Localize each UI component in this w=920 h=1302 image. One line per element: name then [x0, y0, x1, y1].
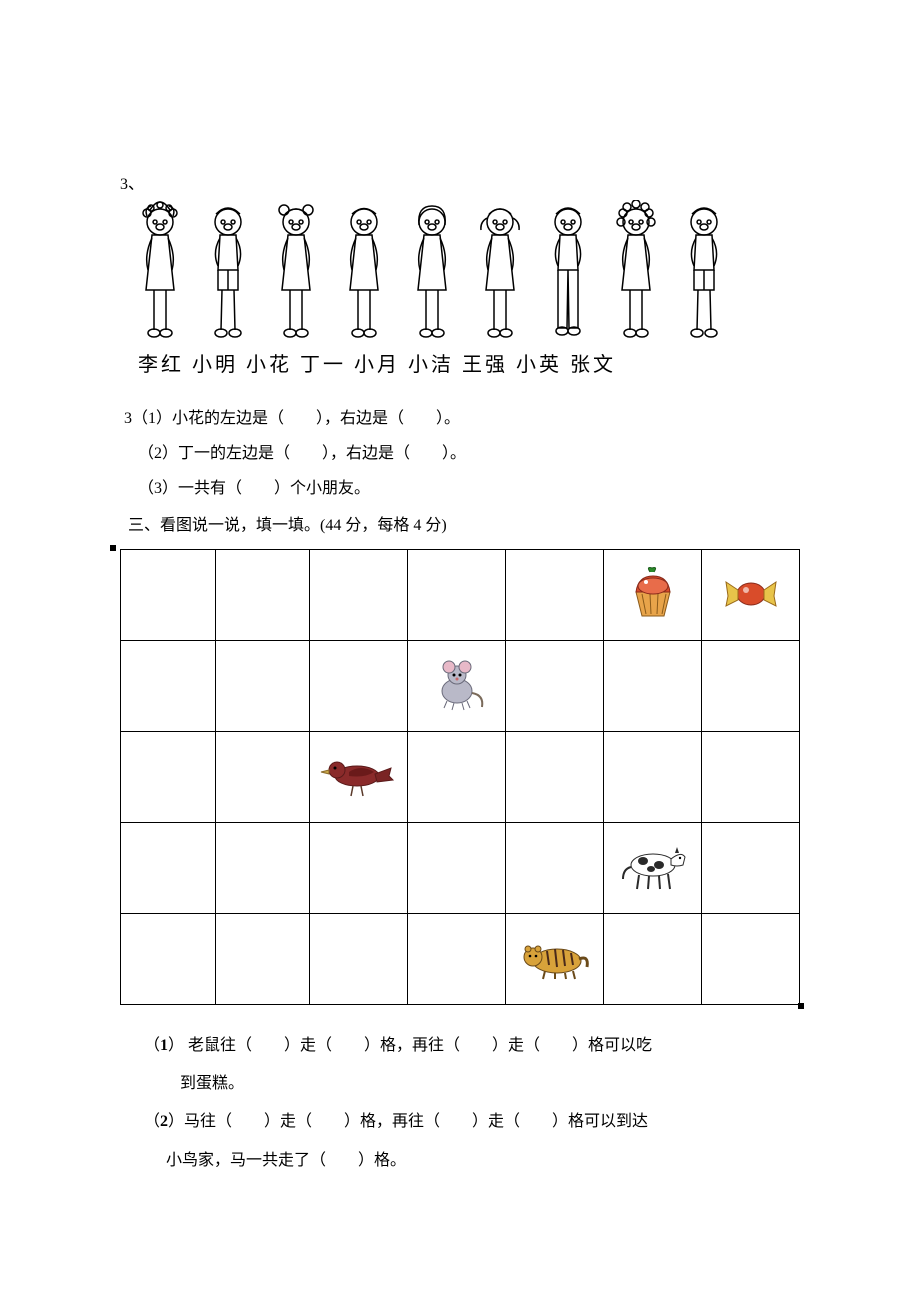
grid-cell [310, 549, 408, 640]
sq1-text: 老鼠往（ ）走（ ）格，再往（ ）走（ ）格可以吃 [184, 1037, 652, 1054]
sub-question-1-line-b: 到蛋糕。 [180, 1065, 800, 1103]
grid-cell [215, 913, 310, 1004]
tiger-icon [515, 931, 595, 981]
grid-cell [408, 822, 506, 913]
q3-sub1: （1）小花的左边是（ ），右边是（ ）。 [132, 410, 460, 427]
mouse-icon [422, 653, 492, 713]
section-3-title: 三、看图说一说，填一填。(44 分，每格 4 分) [128, 511, 800, 535]
candy-icon [716, 562, 786, 622]
child-figure [674, 200, 734, 340]
grid-cell [215, 731, 310, 822]
worksheet-page: 3、 [0, 0, 920, 1302]
grid-cell [121, 640, 216, 731]
position-grid [120, 549, 800, 1005]
sq-num: 2 [160, 1113, 168, 1130]
grid-cell [604, 640, 702, 731]
child-figure [130, 200, 190, 340]
grid-cell [215, 822, 310, 913]
child-figure [334, 200, 394, 340]
child-figure [606, 200, 666, 340]
grid-cell [505, 731, 603, 822]
grid-cell [310, 913, 408, 1004]
grid-cell [702, 822, 800, 913]
grid-cell [702, 640, 800, 731]
grid-cell [505, 549, 603, 640]
grid-cell [310, 640, 408, 731]
grid-cell [505, 913, 603, 1004]
grid-cell [604, 731, 702, 822]
grid-cell [505, 640, 603, 731]
grid-cell [604, 822, 702, 913]
grid-cell [121, 549, 216, 640]
grid-cell [408, 640, 506, 731]
child-figure [538, 200, 598, 340]
q3-line-1: 3（1）小花的左边是（ ），右边是（ ）。 [124, 401, 800, 436]
grid-cell [408, 549, 506, 640]
cupcake-icon [618, 562, 688, 622]
q3-line-3: （3）一共有（ ）个小朋友。 [138, 471, 800, 506]
sq2-text: 马往（ ）走（ ）格，再往（ ）走（ ）格可以到达 [184, 1113, 648, 1130]
q3-line-2: （2）丁一的左边是（ ），右边是（ ）。 [138, 436, 800, 471]
grid-cell [215, 640, 310, 731]
bird-icon [319, 744, 399, 804]
grid-cell [310, 822, 408, 913]
grid-cell [702, 549, 800, 640]
grid-cell [408, 731, 506, 822]
grid-cell [408, 913, 506, 1004]
question-3-label: 3、 [120, 170, 800, 194]
grid-wrapper [120, 549, 800, 1005]
resize-handle-icon [110, 545, 116, 551]
sub-question-2-line-a: （2）马往（ ）走（ ）格，再往（ ）走（ ）格可以到达 [144, 1103, 800, 1141]
sub-question-2-line-b: 小鸟家，马一共走了（ ）格。 [166, 1142, 800, 1180]
grid-cell [702, 913, 800, 1004]
child-figure [470, 200, 530, 340]
horse-icon [613, 835, 693, 895]
children-illustration-row [130, 200, 800, 340]
child-figure [266, 200, 326, 340]
grid-cell [121, 822, 216, 913]
grid-cell [310, 731, 408, 822]
q3-prefix: 3 [124, 410, 132, 427]
grid-cell [215, 549, 310, 640]
grid-cell [604, 913, 702, 1004]
child-figure [198, 200, 258, 340]
grid-cell [121, 731, 216, 822]
resize-handle-icon [798, 1003, 804, 1009]
grid-cell [702, 731, 800, 822]
grid-cell [505, 822, 603, 913]
sq-num: 1 [160, 1037, 168, 1054]
children-names-line: 李红 小明 小花 丁一 小月 小洁 王强 小英 张文 [138, 348, 800, 377]
grid-cell [121, 913, 216, 1004]
grid-cell [604, 549, 702, 640]
child-figure [402, 200, 462, 340]
sub-question-1-line-a: （1） 老鼠往（ ）走（ ）格，再往（ ）走（ ）格可以吃 [144, 1027, 800, 1065]
